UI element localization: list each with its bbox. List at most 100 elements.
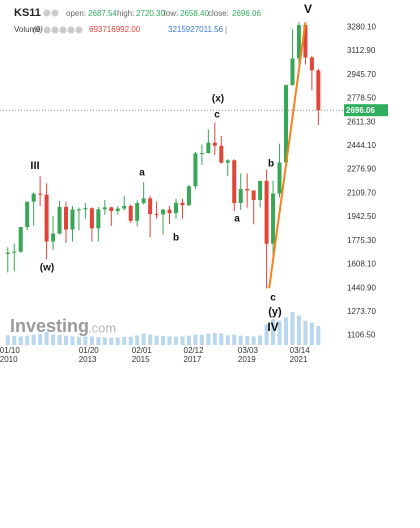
x-tick-label: 03/03 2019: [237, 346, 258, 364]
watermark-suffix: .com: [88, 320, 116, 335]
candle-body: [167, 209, 172, 214]
volume-bar: [277, 320, 282, 345]
x-tick-label: 03/14 2021: [289, 346, 310, 364]
volume-bar: [44, 331, 49, 345]
icon[interactable]: [51, 26, 59, 34]
volume-bar: [186, 335, 191, 345]
candle-body: [290, 58, 295, 86]
volume-bar: [31, 334, 36, 345]
y-tick-label: 2276.90: [347, 165, 376, 174]
candle-body: [199, 153, 204, 155]
volume-bar: [115, 337, 120, 345]
y-tick-label: 2945.70: [347, 70, 376, 79]
candle-body: [57, 206, 62, 234]
candle-body: [141, 198, 146, 204]
y-tick-label: 2778.50: [347, 94, 376, 103]
wave-label: IV: [267, 320, 278, 334]
volume-bar: [199, 334, 204, 345]
candle-body: [18, 227, 23, 252]
volume-bar: [12, 336, 17, 345]
volume-bar: [141, 333, 146, 345]
candle-body: [96, 209, 101, 229]
volume-bar: [180, 336, 185, 345]
candle-body: [12, 251, 17, 253]
candle-body: [70, 209, 75, 230]
chart-title: KS11: [14, 7, 41, 19]
candle-body: [264, 180, 269, 244]
wave-label: a: [139, 168, 145, 179]
candle-body: [180, 202, 185, 206]
trendline: [268, 22, 307, 289]
candle-body: [225, 160, 230, 163]
volume-bar: [225, 335, 230, 345]
candle-body: [206, 142, 211, 154]
y-tick-label: 1608.10: [347, 260, 376, 269]
candle-body: [51, 233, 56, 242]
volume-period: (9): [33, 25, 43, 34]
candle-body: [232, 160, 237, 204]
candle-body: [186, 186, 191, 206]
volume-bar: [245, 336, 250, 345]
candle-body: [271, 193, 276, 244]
candle-body: [115, 208, 120, 212]
volume-bar: [109, 337, 114, 345]
volume-value: 693716992.00: [89, 25, 141, 34]
volume-bar: [51, 334, 56, 345]
volume-bar: [264, 324, 269, 345]
candle-body: [316, 70, 321, 111]
candle-body: [219, 145, 224, 163]
x-tick-label: 01/10 2010: [0, 346, 20, 364]
candle-body: [31, 193, 36, 202]
icon[interactable]: [51, 9, 59, 17]
candle-body: [258, 180, 263, 200]
y-tick-label: 2109.70: [347, 188, 376, 197]
wave-label: b: [173, 233, 179, 244]
volume-bar: [219, 333, 224, 345]
y-tick-label: 2611.30: [347, 117, 376, 126]
y-tick-label: 1440.90: [347, 283, 376, 292]
volume-average: 3215927011.56: [168, 25, 224, 34]
candle-body: [161, 209, 166, 215]
candle-body: [89, 208, 94, 229]
header-value: 2696.06: [232, 9, 261, 18]
volume-bar: [57, 334, 62, 345]
candle-body: [284, 85, 288, 163]
volume-bar: [309, 322, 314, 345]
candle-body: [102, 207, 107, 210]
volume-bar: [161, 336, 166, 345]
icon[interactable]: [67, 26, 75, 34]
candle-body: [128, 206, 133, 221]
volume-bar: [89, 336, 94, 345]
wave-label: III: [30, 160, 39, 172]
volume-bar: [174, 336, 178, 345]
wave-label: c: [270, 293, 276, 304]
x-tick-label: 01/20 2013: [78, 346, 99, 364]
x-tick-label: 02/01 2015: [131, 346, 152, 364]
volume-bar: [284, 317, 288, 345]
volume-bar: [38, 333, 43, 345]
wave-label: (w): [40, 263, 54, 274]
icon[interactable]: [43, 26, 51, 34]
volume-bar: [148, 334, 153, 345]
volume-bar: [212, 332, 217, 345]
volume-bar: [64, 335, 68, 345]
volume-bar: [25, 335, 30, 345]
candle-body: [245, 189, 250, 191]
volume-bar: [83, 336, 88, 345]
volume-bar: [135, 335, 140, 345]
volume-bar: [238, 335, 243, 345]
volume-bar: [303, 320, 308, 345]
candle-body: [44, 194, 49, 242]
wave-label: (y): [268, 306, 282, 318]
candle-body: [64, 206, 68, 230]
candle-body: [135, 203, 140, 221]
volume-bar: [251, 336, 256, 345]
icon[interactable]: [43, 9, 51, 17]
volume-bar: [258, 335, 263, 345]
icon[interactable]: [59, 26, 67, 34]
header-value: 2658.40: [180, 9, 209, 18]
icon[interactable]: [75, 26, 83, 34]
header-label: close:: [208, 9, 229, 18]
